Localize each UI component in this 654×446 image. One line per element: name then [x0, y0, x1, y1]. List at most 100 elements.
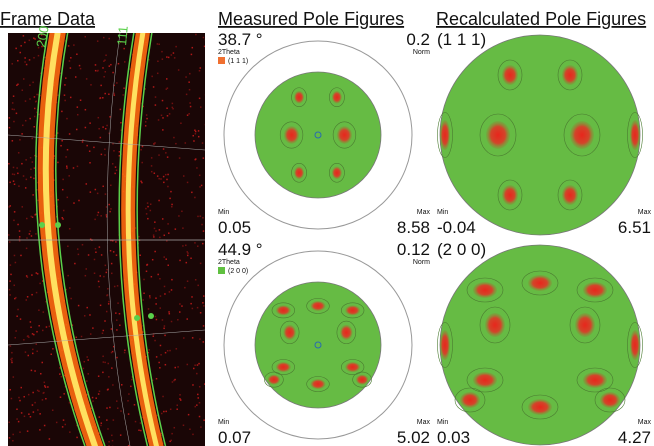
noise-dot	[144, 121, 147, 123]
noise-dot	[152, 335, 155, 337]
noise-dot	[185, 93, 188, 96]
noise-dot	[10, 359, 13, 362]
noise-dot	[98, 246, 101, 248]
noise-dot	[196, 372, 198, 375]
contour	[437, 112, 453, 158]
noise-dot	[186, 181, 189, 184]
pole-figure	[254, 281, 382, 409]
intensity-spot	[570, 121, 594, 149]
noise-dot	[77, 304, 80, 307]
noise-dot	[30, 215, 32, 218]
noise-dot	[128, 393, 130, 395]
noise-dot	[113, 285, 116, 288]
noise-dot	[8, 234, 10, 236]
noise-dot	[203, 295, 205, 297]
noise-dot	[66, 167, 68, 169]
noise-dot	[39, 413, 41, 415]
noise-dot	[69, 67, 72, 69]
noise-dot	[120, 129, 123, 131]
intensity-spot	[331, 166, 342, 180]
noise-dot	[69, 96, 72, 99]
noise-dot	[30, 168, 32, 171]
noise-dot	[25, 247, 28, 250]
noise-dot	[23, 78, 25, 80]
noise-dot	[62, 178, 64, 181]
noise-dot	[38, 309, 40, 311]
noise-dot	[39, 94, 41, 97]
noise-dot	[176, 408, 178, 411]
noise-dot	[16, 408, 18, 411]
noise-dot	[169, 197, 171, 200]
noise-dot	[204, 94, 205, 96]
noise-dot	[115, 169, 118, 171]
noise-dot	[34, 154, 36, 157]
noise-dot	[179, 259, 181, 262]
intensity-spot	[283, 324, 296, 340]
noise-dot	[187, 252, 189, 254]
noise-dot	[145, 114, 148, 116]
intensity-spot	[340, 324, 353, 340]
contour	[352, 371, 372, 388]
noise-dot	[17, 59, 19, 62]
noise-dot	[122, 94, 124, 96]
noise-dot	[39, 429, 41, 431]
noise-dot	[97, 211, 100, 214]
noise-dot	[43, 385, 46, 387]
noise-dot	[177, 319, 179, 321]
noise-dot	[97, 116, 100, 119]
noise-dot	[156, 414, 159, 417]
noise-dot	[15, 112, 18, 115]
noise-dot	[12, 166, 15, 169]
noise-dot	[157, 119, 160, 121]
noise-dot	[119, 434, 122, 436]
noise-dot	[42, 280, 44, 282]
noise-dot	[163, 410, 165, 413]
frame-image	[8, 33, 205, 446]
noise-dot	[105, 271, 108, 274]
intensity-spot	[355, 374, 369, 385]
noise-dot	[165, 258, 168, 260]
noise-dot	[73, 44, 75, 46]
center-mark	[314, 131, 322, 139]
noise-dot	[147, 308, 150, 310]
noise-dot	[156, 43, 159, 45]
noise-dot	[14, 336, 16, 339]
noise-dot	[18, 238, 21, 240]
noise-dot	[158, 199, 160, 202]
noise-dot	[35, 233, 37, 235]
intensity-spot	[630, 330, 640, 360]
noise-dot	[166, 56, 168, 58]
noise-dot	[179, 399, 182, 401]
noise-dot	[43, 34, 45, 36]
noise-dot	[163, 181, 165, 184]
frame-title: Frame Data	[0, 9, 96, 29]
noise-dot	[110, 351, 113, 354]
contour	[291, 163, 307, 183]
noise-dot	[168, 291, 171, 293]
noise-dot	[14, 261, 17, 264]
noise-dot	[163, 325, 166, 327]
intensity-spot	[283, 126, 300, 144]
noise-dot	[110, 184, 112, 187]
noise-dot	[99, 97, 102, 99]
intensity-spot	[583, 282, 607, 298]
noise-dot	[43, 381, 46, 384]
noise-dot	[181, 305, 183, 307]
noise-dot	[17, 420, 20, 423]
noise-dot	[163, 234, 166, 237]
noise-dot	[105, 214, 108, 216]
noise-dot	[105, 54, 107, 56]
noise-dot	[81, 244, 84, 246]
noise-dot	[25, 178, 28, 181]
noise-dot	[30, 326, 32, 328]
noise-dot	[155, 318, 158, 321]
noise-dot	[36, 389, 39, 392]
noise-dot	[202, 325, 205, 327]
noise-dot	[79, 67, 82, 70]
noise-dot	[104, 71, 107, 73]
contour	[557, 59, 583, 91]
noise-dot	[141, 145, 144, 148]
min-label: Min	[218, 209, 229, 216]
noise-dot	[22, 35, 25, 37]
intensity-spot	[485, 313, 505, 337]
